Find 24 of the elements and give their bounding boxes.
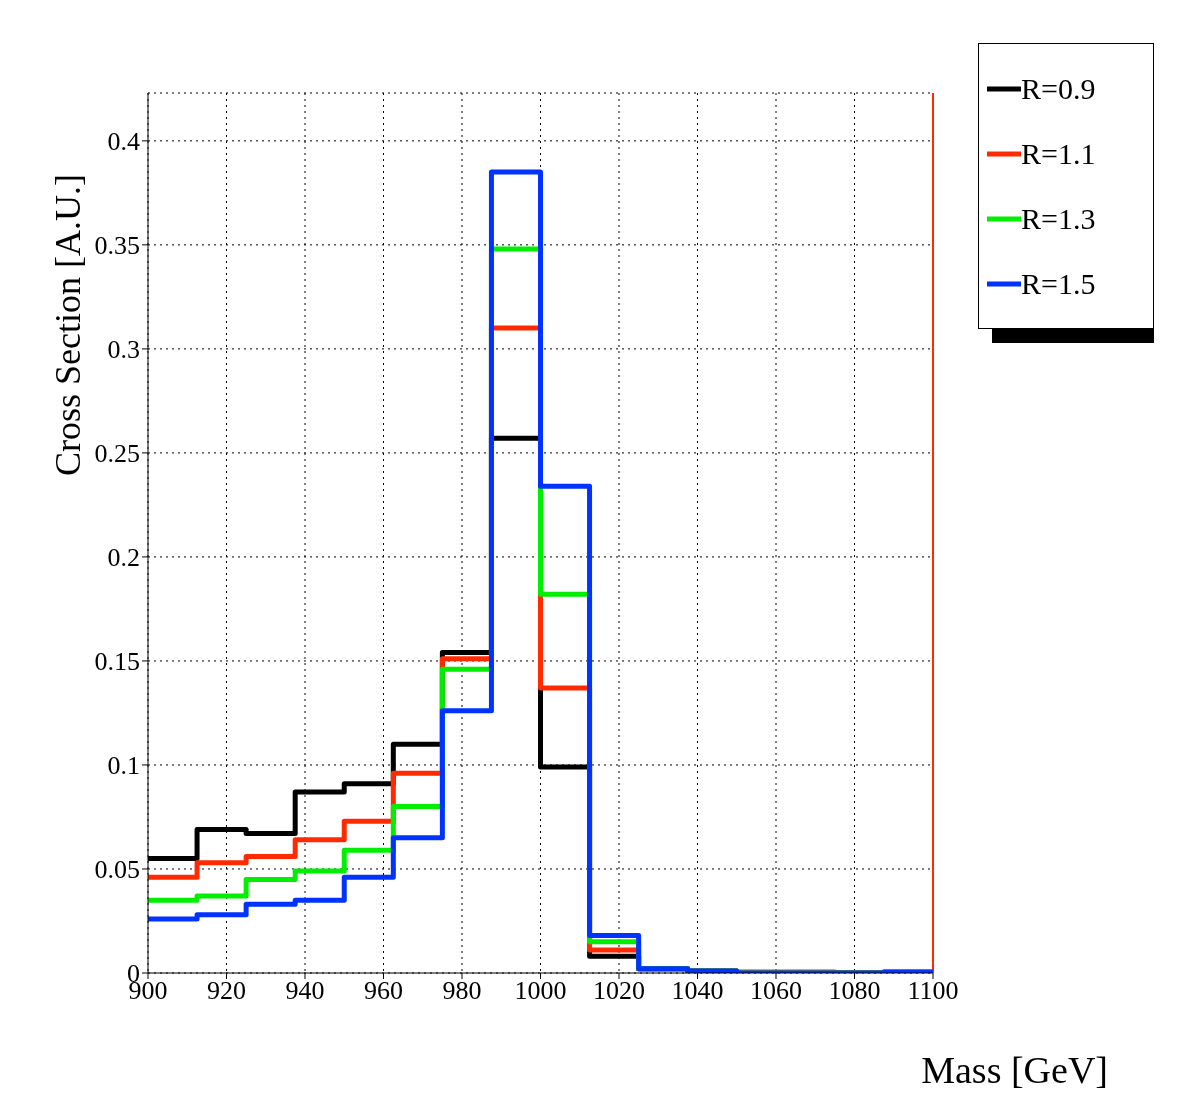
x-tick-label: 980 — [442, 976, 482, 1006]
x-tick-label: 1000 — [514, 976, 567, 1006]
x-tick-label: 920 — [207, 976, 246, 1006]
legend-label: R=1.1 — [1021, 136, 1096, 171]
y-axis-title: Cross Section [A.U.] — [47, 173, 89, 478]
x-tick-label: 960 — [364, 976, 403, 1006]
legend-label: R=1.5 — [1021, 266, 1096, 301]
y-tick-label: 0.35 — [94, 231, 140, 261]
y-tick-label: 0.2 — [107, 543, 140, 573]
y-tick-label: 0.3 — [107, 335, 140, 365]
x-tick-label: 1080 — [828, 976, 881, 1006]
y-tick-label: 0.15 — [94, 647, 140, 677]
legend-label: R=0.9 — [1021, 71, 1096, 106]
y-tick-label: 0.25 — [94, 439, 140, 469]
x-tick-label: 1020 — [593, 976, 645, 1006]
x-tick-label: 1040 — [671, 976, 724, 1006]
x-tick-label: 1100 — [907, 976, 959, 1006]
x-tick-label: 1060 — [750, 976, 802, 1006]
y-tick-label: 0.05 — [94, 855, 140, 885]
legend-label: R=1.3 — [1021, 201, 1096, 236]
x-tick-label: 940 — [285, 976, 325, 1006]
y-tick-label: 0.4 — [107, 127, 140, 157]
y-tick-label: 0.1 — [107, 751, 140, 781]
x-axis-title: Mass [GeV] — [920, 1048, 1108, 1092]
